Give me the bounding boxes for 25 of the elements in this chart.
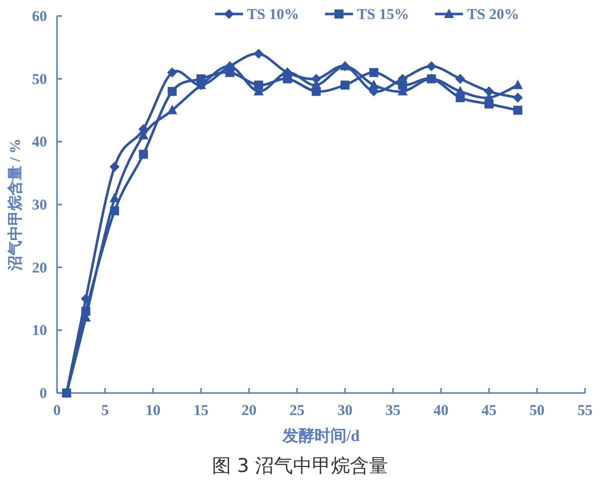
- x-tick-label: 45: [482, 403, 496, 419]
- y-axis-title: 沼气中甲烷含量 / %: [7, 138, 24, 272]
- legend-label: TS 15%: [357, 7, 410, 23]
- x-axis-title: 发酵时间/d: [281, 427, 360, 445]
- x-tick-label: 10: [146, 403, 160, 419]
- y-tick-label: 30: [32, 198, 47, 214]
- y-tick-label: 10: [32, 323, 47, 340]
- x-tick-label: 40: [434, 403, 448, 419]
- x-tick-label: 55: [578, 403, 592, 419]
- x-tick-label: 20: [242, 403, 256, 419]
- y-tick-label: 0: [40, 386, 47, 402]
- y-tick-label: 60: [32, 9, 47, 25]
- x-tick-label: 25: [290, 403, 304, 419]
- x-tick-label: 5: [101, 403, 109, 419]
- y-tick-label: 50: [32, 72, 47, 88]
- x-tick-label: 30: [338, 403, 352, 419]
- legend-label: TS 10%: [247, 7, 300, 23]
- legend-label: TS 20%: [467, 7, 520, 23]
- y-tick-label: 20: [32, 260, 47, 276]
- x-tick-label: 0: [53, 403, 61, 419]
- x-tick-label: 50: [530, 403, 544, 419]
- x-tick-label: 15: [194, 403, 208, 419]
- x-tick-label: 35: [386, 403, 400, 419]
- text: 图 3 沼气中甲烷含量: [212, 455, 388, 477]
- y-tick-label: 40: [32, 134, 47, 151]
